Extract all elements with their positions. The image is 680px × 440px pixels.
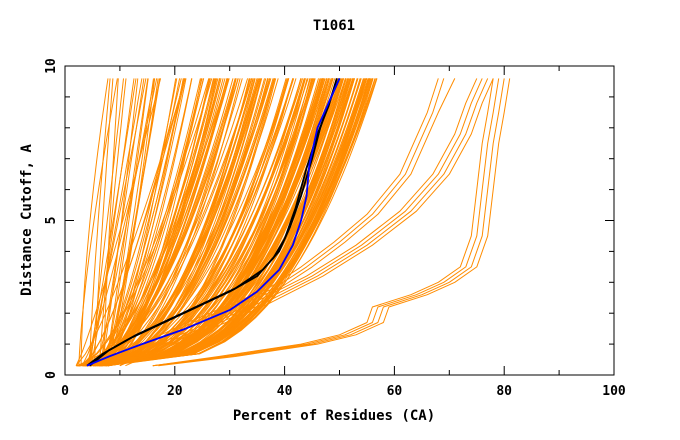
highlight-layer [86,78,341,367]
outlier-curve [119,78,483,367]
highlight-curve [86,78,341,367]
bundle-curve [96,78,311,367]
bundle-curve [78,78,323,367]
bundle-curve [81,78,158,366]
outlier-curve [108,78,439,367]
x-tick-label: 40 [277,384,293,399]
y-tick-label: 0 [44,371,59,379]
bundle-curve [93,78,305,367]
bundle-curve [98,78,294,367]
bundle-curve [99,78,127,366]
bundle-curve [82,78,185,367]
bundle-curve [100,78,241,367]
bundle-curve [87,78,143,366]
x-tick-label: 100 [602,384,626,399]
outlier-curve [152,78,505,367]
bundle-curve [95,78,259,367]
bundle-curve [77,78,237,367]
bundle-curve [95,78,228,367]
bundle-curve [104,78,160,366]
bundle-curve [85,78,370,367]
bundle-curve [94,78,332,367]
bundle-curve [105,78,149,366]
bundle-curve [76,78,295,367]
bundle-curve [82,78,294,367]
bundle-curve [89,78,111,366]
outlier-curve [119,78,489,367]
outlier-curve [152,78,494,367]
bundle-curve [75,78,186,367]
bundle-curve [98,78,228,367]
bundle-curve [100,78,145,366]
y-tick-label: 10 [44,58,59,74]
bundle-curve [94,78,374,367]
bundle-curve [86,78,137,366]
bundle-curve [80,78,109,366]
bundle-curve [95,78,187,367]
bundle-curve [96,78,218,367]
bundle-curve [92,78,203,367]
x-tick-label: 80 [496,384,512,399]
tick-layer: 0 20 40 60 80 100 0 5 10 [44,58,626,399]
bundle-curve [105,78,367,367]
bundle-curve [92,78,184,367]
bundle-curve [95,78,362,367]
bundle-curve [102,78,258,367]
bundle-curve [92,78,355,367]
bundle-curve [87,78,224,367]
x-tick-label: 20 [167,384,183,399]
x-tick-label: 60 [387,384,403,399]
bundle-curve [108,78,250,367]
bundle-curve [84,78,222,367]
y-tick-label: 5 [44,217,59,225]
bundle-curve [104,78,149,366]
y-axis-label: Distance Cutoff, A [19,144,35,296]
bundle-curve [93,78,211,367]
bundle-curve [89,78,124,366]
outlier-curve [119,78,478,367]
outlier-curve [125,78,494,367]
outlier-layer [108,78,511,367]
bundle-curve [85,78,239,367]
bundle-curve [103,78,119,366]
x-axis-label: Percent of Residues (CA) [233,408,435,424]
bundle-curve [94,78,193,367]
bundle-curve [105,78,290,367]
bundle-curve [90,78,366,367]
outlier-curve [108,78,445,367]
bundle-curve [107,78,308,367]
x-tick-label: 0 [61,384,69,399]
bundle-curve [96,78,306,367]
bundle-curve [107,78,352,367]
bundle-curve [77,78,221,367]
chart-title: T1061 [313,18,355,34]
bundle-curve [97,78,193,367]
bundle-curve [93,78,262,367]
bundle-curve [77,78,302,367]
bundle-curve [82,78,254,367]
bundle-curve [106,78,202,367]
bundle-curve [98,78,378,367]
bundle-curve [79,78,210,367]
bundle-curve [89,78,201,367]
bundle-curve [90,78,269,367]
bundle-curve [104,78,277,367]
outlier-curve [152,78,500,367]
outlier-curve [158,78,511,367]
bundle-curve [89,78,372,367]
